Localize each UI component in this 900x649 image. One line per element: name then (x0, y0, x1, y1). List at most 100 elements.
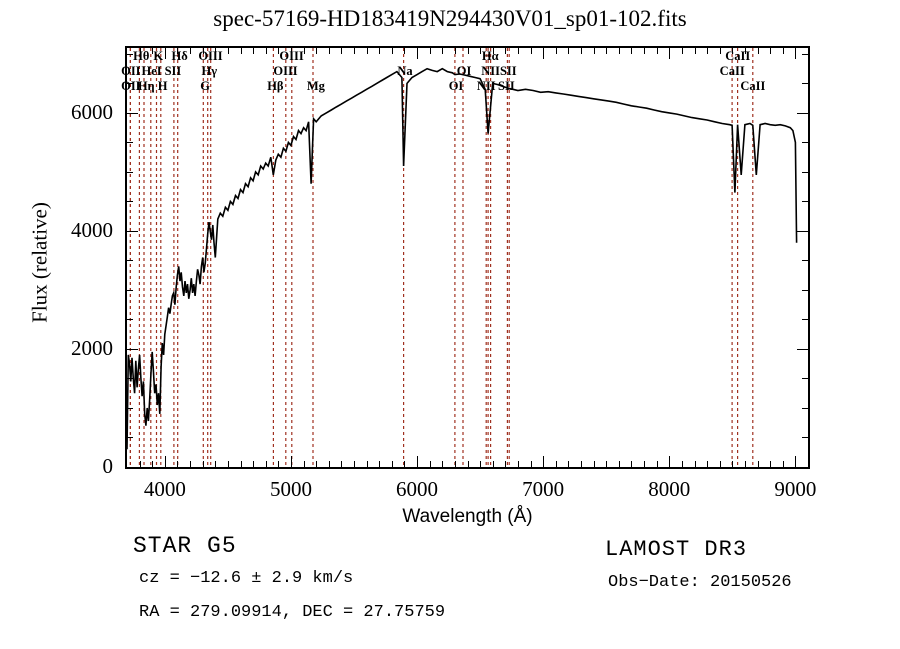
axis-tick (177, 48, 179, 54)
axis-tick (127, 83, 133, 85)
spectral-line-label: SII (164, 64, 182, 78)
axis-tick (127, 230, 138, 232)
axis-tick (265, 48, 267, 54)
spectral-line-label: H (157, 79, 168, 93)
spectral-line-label: Hα (481, 49, 499, 63)
axis-tick (253, 48, 255, 54)
axis-tick (770, 461, 772, 467)
axis-tick (797, 112, 808, 114)
spectral-line-label: SII (498, 79, 515, 93)
spectrum-plot-frame (125, 46, 810, 469)
axis-tick (404, 461, 406, 467)
axis-tick (744, 461, 746, 467)
axis-tick (328, 461, 330, 467)
axis-tick (543, 456, 545, 467)
axis-tick (593, 461, 595, 467)
axis-tick (581, 461, 582, 467)
axis-tick (606, 48, 608, 54)
axis-tick (757, 48, 759, 54)
axis-tick (127, 407, 133, 409)
axis-tick (782, 48, 784, 54)
axis-tick (164, 456, 166, 467)
axis-tick (177, 461, 179, 467)
axis-tick (127, 260, 133, 262)
axis-tick (366, 461, 368, 467)
axis-tick (429, 48, 431, 54)
axis-tick (802, 260, 808, 262)
axis-tick (454, 48, 456, 54)
spectrum-trace (127, 67, 798, 450)
axis-tick (127, 171, 133, 173)
axis-tick (316, 461, 318, 467)
axis-tick (719, 48, 721, 54)
axis-tick (802, 201, 808, 203)
axis-tick (530, 461, 532, 467)
axis-tick (354, 48, 355, 54)
y-tick-label: 0 (102, 454, 114, 478)
axis-tick (732, 48, 734, 54)
axis-tick (631, 461, 633, 467)
survey-name-text: LAMOST DR3 (605, 537, 748, 562)
spectral-line-label: SII (499, 64, 517, 78)
x-tick-label: 7000 (522, 477, 565, 501)
axis-tick (253, 461, 255, 467)
axis-tick (681, 461, 683, 467)
axis-tick (379, 48, 381, 54)
axis-tick (505, 461, 507, 467)
axis-tick (732, 461, 734, 467)
axis-tick (227, 48, 229, 54)
axis-tick (802, 319, 808, 321)
axis-tick (802, 83, 808, 85)
axis-tick (127, 201, 133, 203)
axis-tick (802, 142, 808, 144)
spectral-line-label: OI (456, 64, 472, 78)
observation-date-text: Obs−Date: 20150526 (608, 573, 792, 592)
spectral-line-label: OII (121, 64, 141, 78)
axis-tick (770, 48, 772, 54)
axis-tick (290, 456, 292, 467)
spectral-line-label: Hβ (267, 79, 284, 93)
axis-tick (354, 461, 355, 467)
x-tick-label: 9000 (774, 477, 817, 501)
spectral-line-label: HeI (141, 64, 162, 78)
axis-tick (429, 461, 431, 467)
spectral-line-label: Na (397, 64, 413, 78)
spectral-line-label: Hθ (133, 49, 150, 63)
axis-tick (164, 48, 166, 59)
axis-tick (265, 461, 267, 467)
axis-tick (802, 171, 808, 173)
axis-tick (797, 348, 808, 350)
axis-tick (707, 461, 709, 467)
axis-tick (644, 48, 646, 54)
y-axis-title: Flux (relative) (27, 202, 52, 323)
axis-tick (227, 461, 229, 467)
axis-tick (631, 48, 633, 54)
axis-tick (152, 461, 154, 467)
axis-tick (341, 48, 343, 54)
x-tick-label: 4000 (143, 477, 186, 501)
axis-tick (555, 48, 557, 54)
axis-tick (127, 289, 133, 291)
axis-tick (467, 461, 469, 467)
axis-tick (517, 48, 519, 54)
axis-tick (593, 48, 595, 54)
axis-tick (240, 48, 242, 54)
axis-tick (278, 461, 280, 467)
axis-tick (669, 48, 671, 59)
axis-tick (127, 378, 133, 380)
y-tick-label: 2000 (71, 335, 113, 360)
axis-tick (606, 461, 608, 467)
axis-tick (782, 461, 784, 467)
axis-tick (404, 48, 406, 54)
axis-tick (797, 467, 808, 468)
axis-tick (795, 456, 797, 467)
axis-tick (802, 53, 808, 55)
axis-tick (303, 461, 305, 467)
axis-tick (278, 48, 280, 54)
axis-tick (152, 48, 154, 54)
axis-tick (568, 48, 570, 54)
spectral-line-label: K (153, 49, 164, 63)
axis-tick (240, 461, 242, 467)
axis-tick (669, 456, 671, 467)
axis-tick (127, 437, 133, 439)
